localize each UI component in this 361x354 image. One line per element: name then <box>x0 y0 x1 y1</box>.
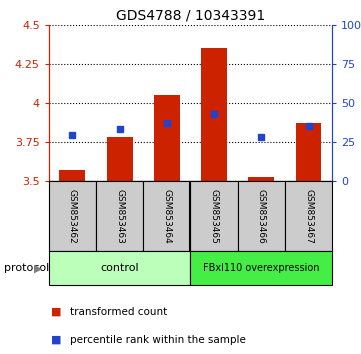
Title: GDS4788 / 10343391: GDS4788 / 10343391 <box>116 8 265 22</box>
Bar <box>296 123 322 181</box>
Bar <box>201 48 227 181</box>
Text: protocol: protocol <box>4 263 49 273</box>
Bar <box>106 137 132 181</box>
Text: ■: ■ <box>51 335 61 345</box>
Bar <box>191 181 238 251</box>
Bar <box>96 181 143 251</box>
Bar <box>49 251 191 285</box>
Text: FBxl110 overexpression: FBxl110 overexpression <box>203 263 319 273</box>
Bar <box>285 181 332 251</box>
Bar <box>248 177 274 181</box>
Text: ▶: ▶ <box>34 263 43 273</box>
Text: GSM853462: GSM853462 <box>68 189 77 243</box>
Bar <box>191 251 332 285</box>
Bar <box>154 95 180 181</box>
Text: transformed count: transformed count <box>70 307 168 316</box>
Bar <box>59 170 85 181</box>
Text: percentile rank within the sample: percentile rank within the sample <box>70 335 246 345</box>
Text: ■: ■ <box>51 307 61 316</box>
Bar <box>238 181 285 251</box>
Text: GSM853463: GSM853463 <box>115 188 124 244</box>
Bar <box>49 181 96 251</box>
Text: GSM853467: GSM853467 <box>304 188 313 244</box>
Text: GSM853465: GSM853465 <box>209 188 218 244</box>
Text: GSM853466: GSM853466 <box>257 188 266 244</box>
Text: control: control <box>100 263 139 273</box>
Bar <box>143 181 191 251</box>
Text: GSM853464: GSM853464 <box>162 189 171 243</box>
